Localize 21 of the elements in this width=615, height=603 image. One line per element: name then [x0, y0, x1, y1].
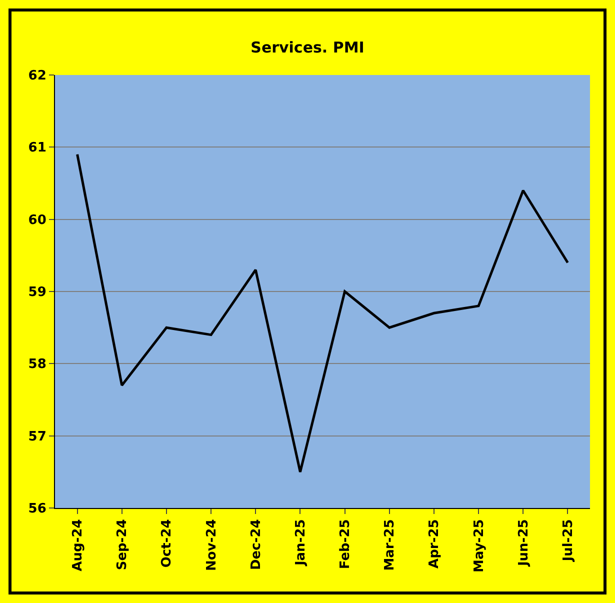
x-tick-label: Jan-25	[293, 519, 308, 567]
y-tick-label: 59	[28, 285, 46, 300]
x-tick-label: Mar-25	[382, 519, 398, 571]
y-tick-label: 57	[28, 429, 46, 444]
x-tick-label: Sep-24	[115, 519, 130, 570]
x-tick-label: Jul-25	[560, 519, 576, 562]
x-tick-label: Aug-24	[70, 519, 86, 572]
y-tick-label: 58	[28, 357, 46, 372]
x-tick-label: Jun-25	[516, 519, 532, 568]
y-tick-label: 56	[28, 502, 46, 517]
x-tick-label: Apr-25	[427, 519, 442, 568]
y-tick-label: 61	[28, 140, 46, 156]
x-tick-label: Feb-25	[338, 519, 354, 570]
x-tick-label: Oct-24	[160, 519, 175, 568]
chart-title: Services. PMI	[250, 38, 364, 57]
y-tick-label: 60	[28, 212, 46, 228]
x-tick-label: May-25	[472, 519, 487, 572]
y-tick-label: 62	[28, 68, 46, 84]
x-tick-label: Nov-24	[204, 519, 220, 571]
line-series	[76, 153, 569, 474]
x-tick-label: Dec-24	[248, 519, 264, 570]
